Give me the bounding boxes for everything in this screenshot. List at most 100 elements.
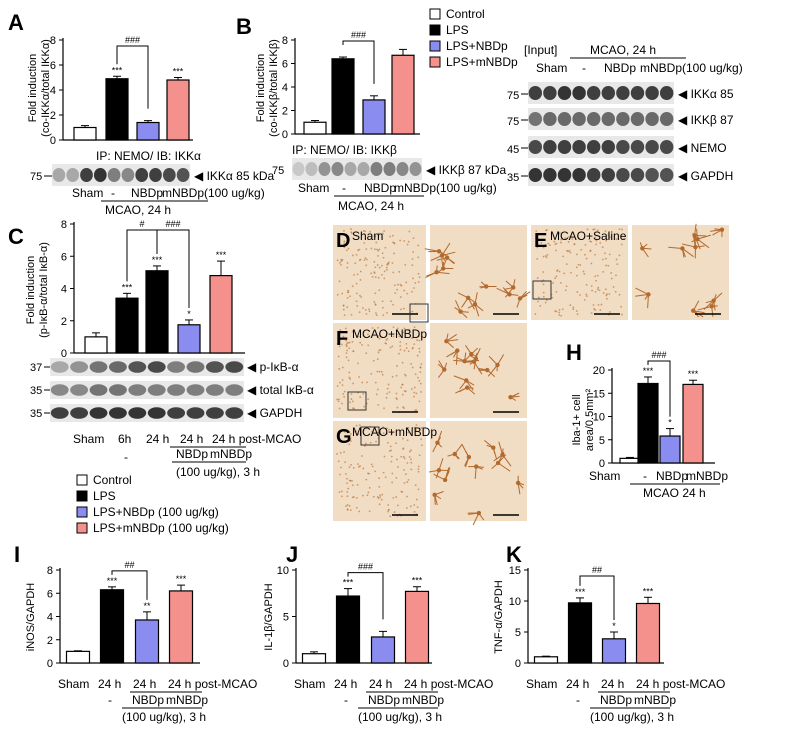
legend-swatch — [429, 40, 441, 52]
significance-stars: * — [668, 418, 672, 428]
x-tick-label: mNBDp — [686, 469, 728, 483]
lane-label: - — [582, 61, 586, 75]
stained-cell — [361, 381, 364, 384]
cell-process — [697, 238, 710, 249]
stained-cell — [348, 347, 351, 350]
stained-cell — [567, 250, 570, 253]
stained-cell — [345, 249, 348, 252]
blot-band — [616, 85, 630, 101]
cell-process — [505, 286, 514, 290]
cell-process — [437, 442, 443, 448]
blot-band — [616, 139, 630, 155]
stained-cell — [542, 271, 545, 273]
stained-cell — [362, 307, 364, 309]
blot-mw: 75 — [507, 90, 519, 102]
cell-process — [436, 271, 450, 275]
stained-cell — [337, 400, 340, 403]
stained-cell — [403, 468, 406, 471]
stained-cell — [386, 312, 388, 314]
stained-cell — [417, 272, 420, 275]
stained-cell — [396, 504, 399, 507]
stained-cell — [401, 383, 404, 386]
stained-cell — [341, 366, 344, 369]
blot-band — [107, 167, 121, 183]
cell-process — [510, 394, 517, 398]
stained-cell — [367, 491, 370, 494]
stained-cell — [391, 481, 394, 484]
cell-process — [454, 443, 463, 455]
stained-cell — [413, 391, 416, 394]
cell-process — [436, 265, 438, 273]
stained-cell — [386, 268, 388, 271]
stained-cell — [396, 365, 398, 367]
significance-stars: *** — [343, 578, 354, 588]
y-tick-label: 6 — [50, 60, 56, 72]
stained-cell — [549, 244, 551, 247]
cell-process — [435, 470, 440, 479]
stained-cell — [414, 281, 417, 284]
x-tick-label: NBDp — [364, 181, 396, 195]
cell-process — [438, 250, 446, 256]
stained-cell — [572, 308, 575, 310]
x-tick-label: Sham — [526, 677, 557, 691]
x-tick-label: - — [576, 693, 580, 707]
bracket-label: # — [139, 219, 144, 229]
stained-cell — [391, 262, 394, 264]
stained-cell — [346, 495, 349, 498]
stained-cell — [411, 347, 414, 350]
cell-process — [441, 259, 444, 269]
stained-cell — [565, 285, 568, 288]
stained-cell — [396, 458, 398, 461]
y-axis-label: (p-IκB-α/total IκB-α) — [38, 242, 50, 338]
stained-cell — [560, 314, 563, 317]
significance-stars: *** — [412, 576, 423, 586]
stained-cell — [568, 249, 571, 252]
y-axis-label: (co-IKKα/total IKKα) — [40, 39, 52, 137]
cell-process — [697, 305, 712, 311]
blot-band — [167, 361, 186, 373]
inset-box — [360, 426, 380, 446]
stained-cell — [542, 295, 545, 298]
stained-cell — [347, 487, 350, 490]
blot-mw: 35 — [507, 172, 519, 184]
cell-process — [516, 298, 521, 308]
significance-bracket — [156, 229, 190, 308]
stained-cell — [368, 310, 371, 313]
stained-cell — [536, 277, 539, 279]
stained-cell — [396, 466, 399, 468]
blot-band — [70, 361, 89, 373]
blot-band — [601, 111, 616, 127]
stained-cell — [396, 327, 399, 330]
significance-stars: * — [187, 309, 191, 319]
stained-cell — [579, 294, 581, 296]
stained-cell — [608, 311, 611, 313]
stained-cell — [410, 388, 413, 390]
stained-cell — [419, 371, 422, 373]
cell-process — [432, 442, 438, 453]
stained-cell — [347, 247, 350, 250]
stained-cell — [585, 257, 588, 260]
stained-cell — [352, 496, 355, 498]
stained-cell — [590, 312, 593, 315]
x-tick-label: 24 h — [133, 677, 156, 691]
cell-process — [467, 297, 477, 304]
y-tick-label: 10 — [593, 412, 605, 424]
stained-cell — [594, 308, 597, 311]
stained-cell — [343, 395, 346, 398]
blot-band — [135, 167, 149, 183]
stained-cell — [410, 449, 412, 452]
blot-band — [586, 139, 601, 155]
blot-band — [659, 85, 674, 101]
x-tick-label: mNBDp(100 ug/kg) — [394, 181, 497, 195]
cell-process — [487, 364, 498, 377]
stained-cell — [418, 379, 421, 382]
stained-cell — [391, 432, 394, 435]
stained-cell — [375, 312, 377, 315]
stained-cell — [358, 376, 360, 378]
stained-cell — [351, 340, 354, 343]
blot-band — [586, 167, 601, 183]
stained-cell — [569, 251, 572, 254]
stained-cell — [417, 465, 420, 468]
inset-box — [532, 280, 552, 300]
blot-b: IP: NEMO/ IB: IKKβ 75 ◀ IKKβ 87 kDa — [272, 143, 506, 180]
